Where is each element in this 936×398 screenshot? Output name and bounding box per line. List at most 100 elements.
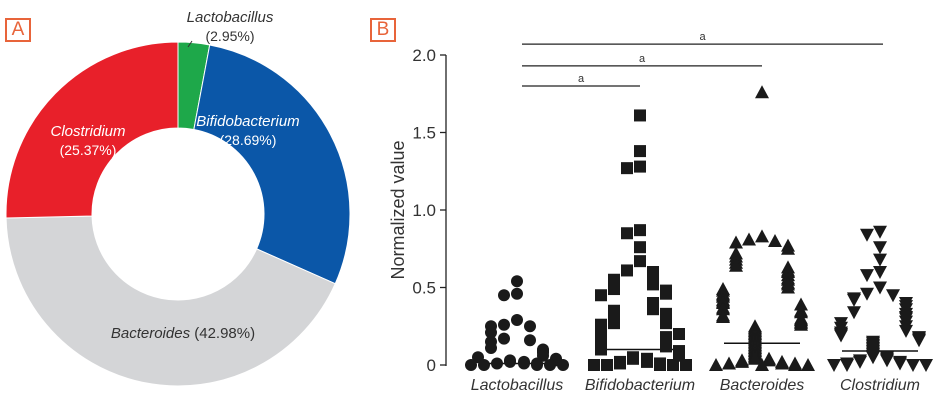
data-point-triangle-down	[834, 329, 848, 343]
data-point-square	[667, 359, 679, 371]
y-tick-label: 1.5	[412, 124, 436, 143]
data-point-triangle-down	[873, 266, 887, 279]
data-point-circle	[524, 334, 536, 347]
data-point-square	[621, 227, 633, 240]
data-point-triangle-down	[886, 289, 900, 303]
data-point-square	[647, 303, 659, 316]
data-point-triangle-up	[716, 309, 730, 323]
y-tick-label: 2.0	[412, 46, 436, 65]
data-point-square	[608, 304, 620, 317]
data-point-triangle-up	[709, 358, 723, 371]
data-point-triangle-down	[873, 253, 887, 267]
data-point-square	[634, 224, 646, 237]
data-point-circle	[511, 287, 523, 300]
data-point-triangle-down	[912, 334, 926, 348]
data-point-triangle-down	[847, 306, 861, 320]
data-point-circle	[524, 320, 536, 333]
data-point-square	[614, 357, 626, 370]
data-point-square	[601, 359, 613, 371]
data-point-triangle-up	[729, 258, 743, 272]
dot-plot: 0 0.5 1.0 1.5 2.0 Normalized value Lactobacill…	[388, 31, 933, 394]
data-point-circle	[511, 314, 523, 327]
data-point-triangle-down	[847, 293, 861, 307]
data-point-square	[634, 160, 646, 173]
data-point-square	[673, 328, 685, 340]
data-point-square	[595, 343, 607, 356]
data-point-circle	[504, 355, 516, 368]
slice-value-lactobacillus: (2.95%)	[205, 28, 254, 44]
slice-bifidobacterium	[193, 44, 351, 285]
data-point-circle	[518, 357, 530, 370]
data-point-circle	[557, 359, 569, 371]
data-point-square	[647, 278, 659, 291]
y-tick-label: 0	[427, 356, 436, 375]
data-point-triangle-down	[840, 359, 854, 372]
data-point-square	[621, 264, 633, 277]
data-point-circle	[531, 359, 543, 371]
data-point-triangle-up	[755, 85, 769, 99]
slice-name-lactobacillus: Lactobacillus	[187, 9, 274, 26]
slice-label-bacteroides: Bacteroides (42.98%)	[111, 325, 255, 342]
data-point-triangle-down	[899, 324, 913, 338]
x-category-label: Bifidobacterium	[585, 377, 695, 394]
data-point-triangle-up	[748, 351, 762, 365]
data-point-circle	[485, 341, 497, 354]
data-point-triangle-up	[762, 353, 776, 367]
data-point-triangle-down	[827, 359, 841, 372]
slice-value-bacteroides: (42.98%)	[190, 325, 255, 342]
data-point-square	[621, 162, 633, 175]
significance-label: a	[639, 53, 646, 65]
data-point-circle	[511, 275, 523, 288]
significance-label: a	[578, 73, 585, 85]
slice-name-clostridium: Clostridium	[50, 123, 125, 140]
data-point-square	[634, 145, 646, 158]
data-point-square	[660, 287, 672, 300]
data-point-triangle-down	[873, 225, 887, 239]
x-category-label: Clostridium	[840, 377, 920, 394]
data-point-square	[634, 109, 646, 122]
slice-value-clostridium: (25.37%)	[60, 142, 117, 158]
data-point-circle	[498, 289, 510, 302]
data-point-triangle-down	[919, 359, 933, 372]
slice-name-bacteroides: Bacteroides	[111, 325, 191, 342]
slice-clostridium	[5, 41, 179, 219]
data-point-triangle-up	[729, 235, 743, 249]
data-point-triangle-down	[860, 287, 874, 301]
data-point-triangle-up	[788, 358, 802, 371]
panel-a-label: A	[5, 18, 31, 42]
y-tick-label: 0.5	[412, 279, 436, 298]
data-point-square	[680, 359, 692, 371]
data-point-circle	[485, 326, 497, 339]
data-point-square	[634, 241, 646, 254]
data-point-square	[641, 355, 653, 368]
data-point-triangle-up	[742, 232, 756, 246]
data-point-triangle-down	[906, 359, 920, 372]
data-point-triangle-up	[781, 241, 795, 255]
data-point-square	[660, 317, 672, 330]
data-point-circle	[544, 359, 556, 371]
data-point-triangle-up	[755, 229, 769, 243]
data-point-square	[634, 255, 646, 268]
data-point-square	[608, 317, 620, 330]
data-point-circle	[465, 359, 477, 371]
slice-name-bifidobacterium: Bifidobacterium	[196, 113, 299, 130]
data-point-triangle-down	[866, 351, 880, 365]
data-point-triangle-up	[775, 356, 789, 370]
data-point-square	[673, 349, 685, 362]
data-point-square	[654, 359, 666, 371]
data-point-triangle-up	[755, 358, 769, 371]
data-point-triangle-up	[768, 234, 782, 247]
data-point-circle	[498, 332, 510, 345]
data-point-square	[588, 359, 600, 371]
data-point-triangle-up	[801, 358, 815, 371]
data-point-triangle-down	[860, 228, 874, 242]
data-point-triangle-down	[860, 269, 874, 283]
data-point-circle	[491, 357, 503, 370]
data-point-square	[608, 283, 620, 296]
data-point-triangle-down	[873, 241, 887, 255]
donut-chart: Lactobacillus (2.95%) Bifidobacterium (28.6…	[5, 9, 351, 387]
x-category-label: Lactobacillus	[471, 377, 564, 394]
data-point-square	[660, 340, 672, 353]
